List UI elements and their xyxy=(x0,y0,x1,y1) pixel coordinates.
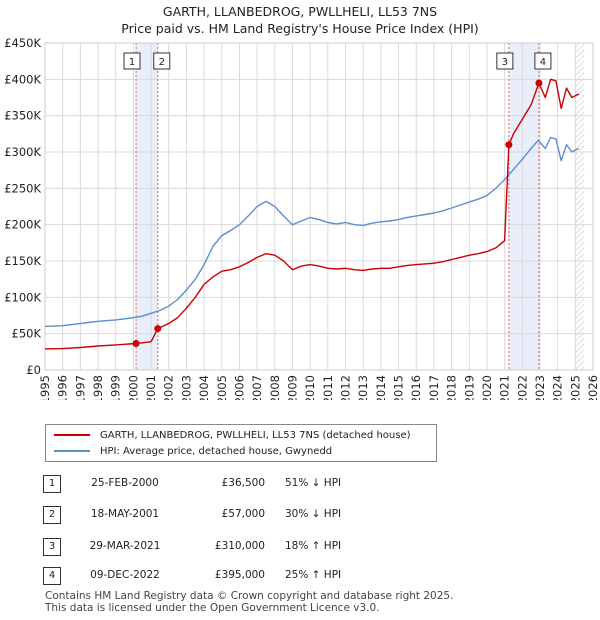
x-tick-label: 2000 xyxy=(126,375,140,400)
sale-point xyxy=(505,141,513,149)
x-tick-label: 2010 xyxy=(303,375,317,400)
x-tick-label: 2019 xyxy=(462,375,476,400)
sale-point xyxy=(132,339,140,347)
sale-point xyxy=(535,79,543,87)
transaction-date: 09-DEC-2022 xyxy=(90,569,160,581)
sale-number-box xyxy=(496,52,514,70)
chart-subtitle: Price paid vs. HM Land Registry's House … xyxy=(121,21,479,36)
y-tick-label: £0 xyxy=(26,363,41,377)
x-tick-label: 2026 xyxy=(586,375,600,400)
legend-item-property: GARTH, LLANBEDROG, PWLLHELI, LL53 7NS (d… xyxy=(54,428,411,442)
transaction-price: £395,000 xyxy=(214,569,265,581)
transaction-date: 29-MAR-2021 xyxy=(89,540,161,552)
transaction-id-badge: 2 xyxy=(43,506,61,524)
sale-number-label: 4 xyxy=(540,57,546,68)
x-tick-label: 2007 xyxy=(250,375,264,400)
x-tick-label: 2009 xyxy=(285,375,299,400)
property-price-line xyxy=(44,78,580,350)
x-tick-label: 2013 xyxy=(356,375,370,400)
transaction-date: 18-MAY-2001 xyxy=(90,508,160,520)
transaction-id-badge: 3 xyxy=(43,538,61,556)
y-tick-label: £250K xyxy=(4,181,41,195)
x-tick-label: 1997 xyxy=(73,375,87,400)
y-tick-label: £400K xyxy=(4,72,41,86)
x-tick-label: 2017 xyxy=(427,375,441,400)
price-chart: £0 £50K £100K £150K £200K £250K £300K £350K £400… xyxy=(4,36,600,400)
x-tick-label: 1998 xyxy=(91,375,105,400)
sale-number-box xyxy=(123,52,141,70)
x-tick-label: 2018 xyxy=(445,375,459,400)
legend-swatch-blue xyxy=(54,450,90,452)
transaction-hpi-diff: 51% ↓ HPI xyxy=(285,477,342,489)
forecast-hatch xyxy=(575,43,585,370)
y-tick-label: £200K xyxy=(4,218,41,232)
sale-range-shade xyxy=(508,43,539,370)
sale-number-label: 2 xyxy=(159,57,165,68)
x-tick-label: 2016 xyxy=(409,375,423,400)
x-tick-label: 2020 xyxy=(480,375,494,400)
y-tick-label: £300K xyxy=(4,145,41,159)
sale-point xyxy=(154,325,162,333)
legend-label-property: GARTH, LLANBEDROG, PWLLHELI, LL53 7NS (d… xyxy=(100,429,411,441)
x-tick-label: 2002 xyxy=(162,375,176,400)
x-tick-label: 2011 xyxy=(321,375,335,400)
sale-number-box xyxy=(153,52,171,70)
x-tick-label: 2021 xyxy=(498,375,512,400)
x-tick-label: 1996 xyxy=(56,375,70,400)
y-tick-label: £50K xyxy=(12,327,42,341)
x-tick-label: 2003 xyxy=(179,375,193,400)
x-tick-label: 2024 xyxy=(551,375,565,400)
transaction-price: £36,500 xyxy=(221,477,265,489)
transaction-price: £310,000 xyxy=(214,540,265,552)
y-tick-label: £450K xyxy=(4,36,41,50)
legend-swatch-red xyxy=(54,434,90,436)
sale-number-box xyxy=(534,52,552,70)
legend-label-hpi: HPI: Average price, detached house, Gwyn… xyxy=(100,445,333,457)
transaction-date: 25-FEB-2000 xyxy=(91,477,159,489)
transaction-hpi-diff: 18% ↑ HPI xyxy=(285,540,342,552)
x-tick-label: 1999 xyxy=(109,375,123,400)
footer: Contains HM Land Registry data © Crown c… xyxy=(45,590,453,614)
x-tick-label: 2025 xyxy=(568,375,582,400)
hpi-line xyxy=(44,136,580,328)
transaction-id-badge: 4 xyxy=(43,567,61,585)
transaction-hpi-diff: 25% ↑ HPI xyxy=(285,569,342,581)
x-tick-label: 2001 xyxy=(144,375,158,400)
plot-frame xyxy=(44,42,594,371)
x-tick-label: 1995 xyxy=(38,375,52,400)
sale-number-label: 1 xyxy=(129,57,135,68)
x-tick-label: 2022 xyxy=(515,375,529,400)
x-tick-label: 2015 xyxy=(392,375,406,400)
legend: GARTH, LLANBEDROG, PWLLHELI, LL53 7NS (d… xyxy=(45,424,437,462)
y-tick-label: £150K xyxy=(4,254,41,268)
x-tick-label: 2012 xyxy=(339,375,353,400)
chart-title: GARTH, LLANBEDROG, PWLLHELI, LL53 7NS xyxy=(162,4,438,19)
x-tick-label: 2005 xyxy=(215,375,229,400)
sale-number-label: 3 xyxy=(502,57,508,68)
y-tick-label: £350K xyxy=(4,109,41,123)
x-tick-label: 2006 xyxy=(232,375,246,400)
legend-item-hpi: HPI: Average price, detached house, Gwyn… xyxy=(54,444,332,458)
footer-licence: This data is licensed under the Open Gov… xyxy=(45,602,380,614)
x-tick-label: 2023 xyxy=(533,375,547,400)
transaction-hpi-diff: 30% ↓ HPI xyxy=(285,508,342,520)
y-tick-label: £100K xyxy=(4,290,41,304)
x-tick-label: 2014 xyxy=(374,375,388,400)
footer-copyright: Contains HM Land Registry data © Crown c… xyxy=(45,590,454,602)
transaction-id-badge: 1 xyxy=(43,475,61,493)
transaction-price: £57,000 xyxy=(221,508,265,520)
x-tick-label: 2004 xyxy=(197,375,211,400)
sale-range-shade xyxy=(136,43,158,370)
x-tick-label: 2008 xyxy=(268,375,282,400)
